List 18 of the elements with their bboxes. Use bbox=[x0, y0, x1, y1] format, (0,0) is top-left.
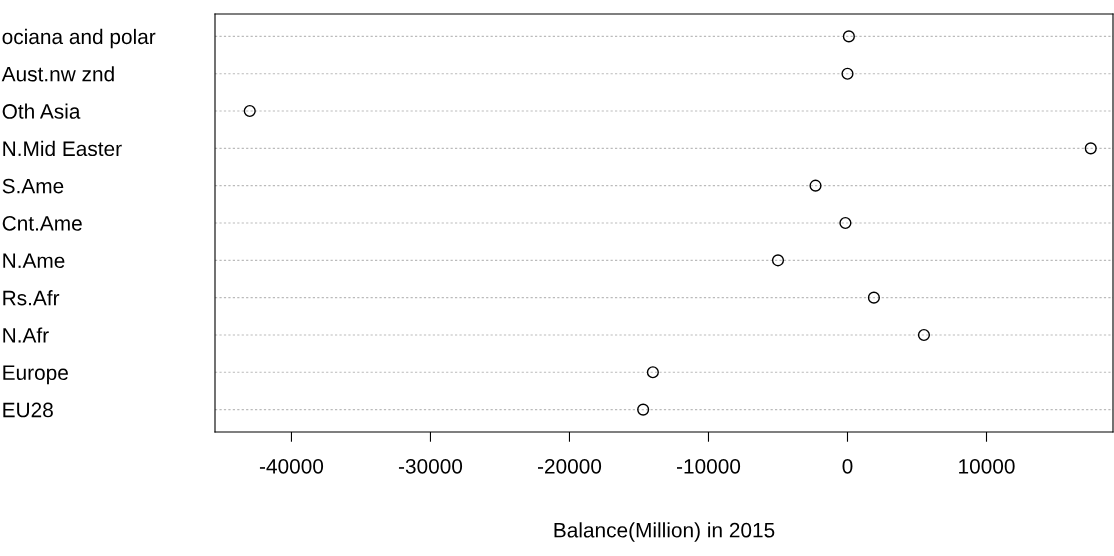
y-tick-label: N.Ame bbox=[3, 253, 65, 269]
x-tick-label: -40000 bbox=[259, 458, 324, 474]
y-tick-label: EU28 bbox=[3, 402, 53, 418]
y-tick-label: Aust.nw znd bbox=[1, 66, 114, 82]
x-tick-label: -20000 bbox=[537, 458, 602, 474]
y-tick-label: ociana and polar bbox=[2, 28, 156, 49]
x-tick-label: 10000 bbox=[959, 458, 1015, 474]
x-axis-title: Balance(Million) in 2015 bbox=[554, 522, 775, 542]
y-tick-label: Rs.Afr bbox=[3, 290, 60, 306]
y-tick-label: N.Afr bbox=[3, 327, 49, 343]
x-tick-label: -10000 bbox=[676, 458, 741, 474]
y-tick-label: Europe bbox=[3, 365, 68, 385]
x-tick-label: 0 bbox=[842, 458, 853, 474]
x-tick-label: -30000 bbox=[398, 458, 463, 474]
y-tick-label: Cnt.Ame bbox=[2, 216, 82, 231]
y-tick-label: S.Ame bbox=[2, 178, 64, 194]
y-tick-label: N.Mid Easter bbox=[3, 140, 122, 157]
y-tick-label: Oth Asia bbox=[2, 103, 81, 119]
